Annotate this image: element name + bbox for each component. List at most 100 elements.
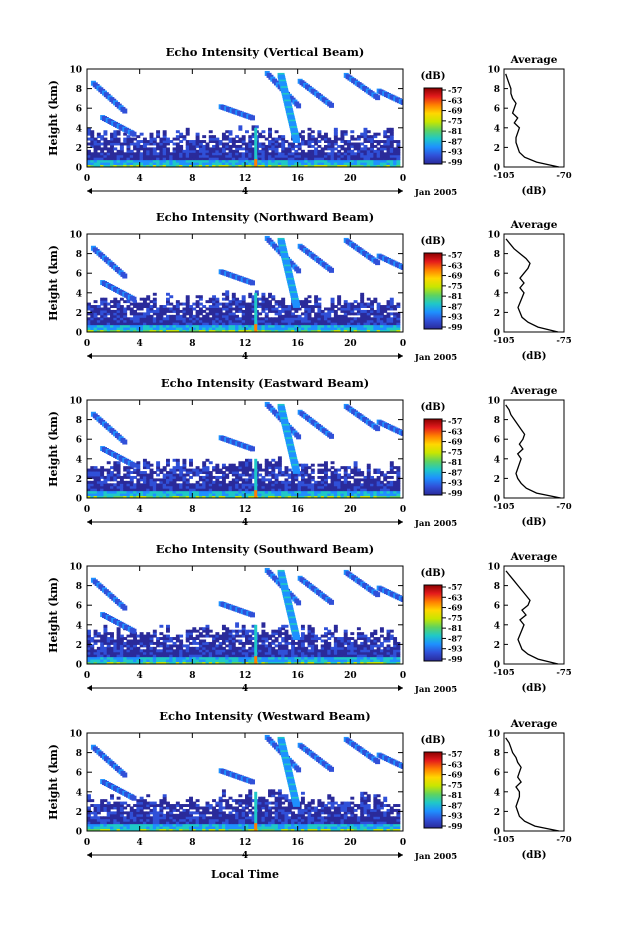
profile-x-label: (dB) — [522, 186, 547, 197]
x-tick-label: 0 — [400, 671, 406, 681]
y-tick-label: 4 — [76, 621, 82, 631]
colorbar-tick-label: -69 — [448, 770, 463, 780]
y-tick-label: 10 — [69, 66, 82, 76]
y-tick-label: 6 — [76, 436, 82, 446]
profile-x-tick-label: -75 — [556, 668, 571, 678]
profile-title: Average — [510, 219, 558, 231]
colorbar-tick-label: -87 — [448, 301, 462, 311]
y-axis-label: Height (km) — [47, 577, 60, 653]
y-axis-label: Height (km) — [47, 80, 60, 156]
echo-field — [87, 734, 403, 831]
date-label: Jan 2005 — [414, 188, 457, 198]
profile-x-label: (dB) — [522, 683, 547, 694]
x-tick-label: 20 — [344, 838, 357, 848]
y-tick-label: 0 — [76, 661, 82, 671]
y-tick-label: 2 — [76, 309, 82, 319]
y-axis-label: Height (km) — [47, 411, 60, 487]
y-tick-label: 4 — [76, 455, 82, 465]
colorbar-tick-label: -69 — [448, 603, 463, 613]
colorbar-tick-label: -75 — [448, 116, 462, 126]
profile-y-tick-label: 6 — [494, 270, 500, 280]
profile-x-tick-label: -105 — [493, 668, 514, 678]
y-tick-label: 0 — [76, 164, 82, 174]
profile-frame — [503, 233, 565, 333]
profile-x-tick-label: -70 — [556, 835, 571, 845]
x-tick-label: 16 — [291, 671, 304, 681]
colorbar-tick-label: -81 — [448, 457, 462, 467]
day-bar-arrow — [87, 519, 92, 525]
day-label: 4 — [242, 518, 248, 528]
profile-y-tick-label: 8 — [494, 250, 500, 260]
profile-line — [505, 73, 560, 168]
colorbar-tick-label: -99 — [448, 157, 463, 167]
colorbar-tick-label: -75 — [448, 447, 462, 457]
x-tick-label: 16 — [291, 339, 304, 349]
profile-title: Average — [510, 718, 558, 730]
colorbar-tick-label: -87 — [448, 136, 462, 146]
panel-title: Echo Intensity (Southward Beam) — [156, 542, 374, 556]
profile-line — [505, 238, 559, 333]
colorbar-tick-label: -69 — [448, 106, 463, 116]
colorbar — [423, 418, 443, 496]
profile-line — [505, 737, 560, 832]
profile-line — [505, 404, 561, 499]
x-tick-label: 0 — [400, 838, 406, 848]
echo-field — [87, 567, 403, 664]
profile-x-tick-label: -105 — [493, 171, 514, 181]
x-tick-label: 12 — [239, 505, 252, 515]
profile-y-tick-label: 6 — [494, 602, 500, 612]
y-tick-label: 8 — [76, 582, 82, 592]
panel-title: Echo Intensity (Vertical Beam) — [166, 45, 365, 59]
y-tick-label: 10 — [69, 563, 82, 573]
day-bar-arrow — [87, 353, 92, 359]
y-tick-label: 6 — [76, 769, 82, 779]
colorbar-tick-label: -99 — [448, 654, 463, 664]
profile-y-tick-label: 2 — [494, 475, 500, 485]
profile-y-tick-label: 10 — [487, 66, 500, 76]
y-tick-label: 2 — [76, 144, 82, 154]
colorbar-tick-label: -57 — [448, 250, 462, 260]
profile-title: Average — [510, 54, 558, 66]
colorbar-tick-label: -87 — [448, 467, 462, 477]
x-tick-label: 20 — [344, 505, 357, 515]
y-axis-label: Height (km) — [47, 744, 60, 820]
colorbar-tick-label: -93 — [448, 312, 463, 322]
profile-y-tick-label: 0 — [494, 828, 500, 838]
colorbar-tick-label: -75 — [448, 281, 462, 291]
x-tick-label: 0 — [84, 174, 90, 184]
profile-y-tick-label: 6 — [494, 105, 500, 115]
profile-x-tick-label: -105 — [493, 835, 514, 845]
x-tick-label: 0 — [84, 838, 90, 848]
profile-x-label: (dB) — [522, 351, 547, 362]
x-tick-label: 20 — [344, 174, 357, 184]
colorbar-tick-label: -87 — [448, 800, 462, 810]
day-label: 4 — [242, 684, 248, 694]
x-tick-label: 12 — [239, 339, 252, 349]
y-tick-label: 2 — [76, 808, 82, 818]
profile-frame — [503, 732, 565, 832]
colorbar-tick-label: -93 — [448, 811, 463, 821]
day-label: 4 — [242, 352, 248, 362]
colorbar-tick-label: -93 — [448, 644, 463, 654]
date-label: Jan 2005 — [414, 852, 457, 862]
y-tick-label: 4 — [76, 124, 82, 134]
y-tick-label: 10 — [69, 730, 82, 740]
x-axis-label: Local Time — [211, 868, 279, 881]
y-tick-label: 8 — [76, 416, 82, 426]
x-tick-label: 8 — [189, 339, 195, 349]
profile-y-tick-label: 6 — [494, 769, 500, 779]
colorbar-tick-label: -81 — [448, 291, 462, 301]
profile-title: Average — [510, 551, 558, 563]
x-tick-label: 0 — [84, 339, 90, 349]
day-bar-arrow — [398, 353, 403, 359]
x-tick-label: 0 — [84, 671, 90, 681]
colorbar-tick-label: -87 — [448, 633, 462, 643]
x-tick-label: 4 — [137, 838, 143, 848]
day-bar-arrow — [398, 685, 403, 691]
y-tick-label: 6 — [76, 602, 82, 612]
colorbar-title: (dB) — [421, 568, 446, 579]
x-tick-label: 4 — [137, 339, 143, 349]
colorbar-title: (dB) — [421, 71, 446, 82]
colorbar-title: (dB) — [421, 735, 446, 746]
x-tick-label: 0 — [400, 174, 406, 184]
